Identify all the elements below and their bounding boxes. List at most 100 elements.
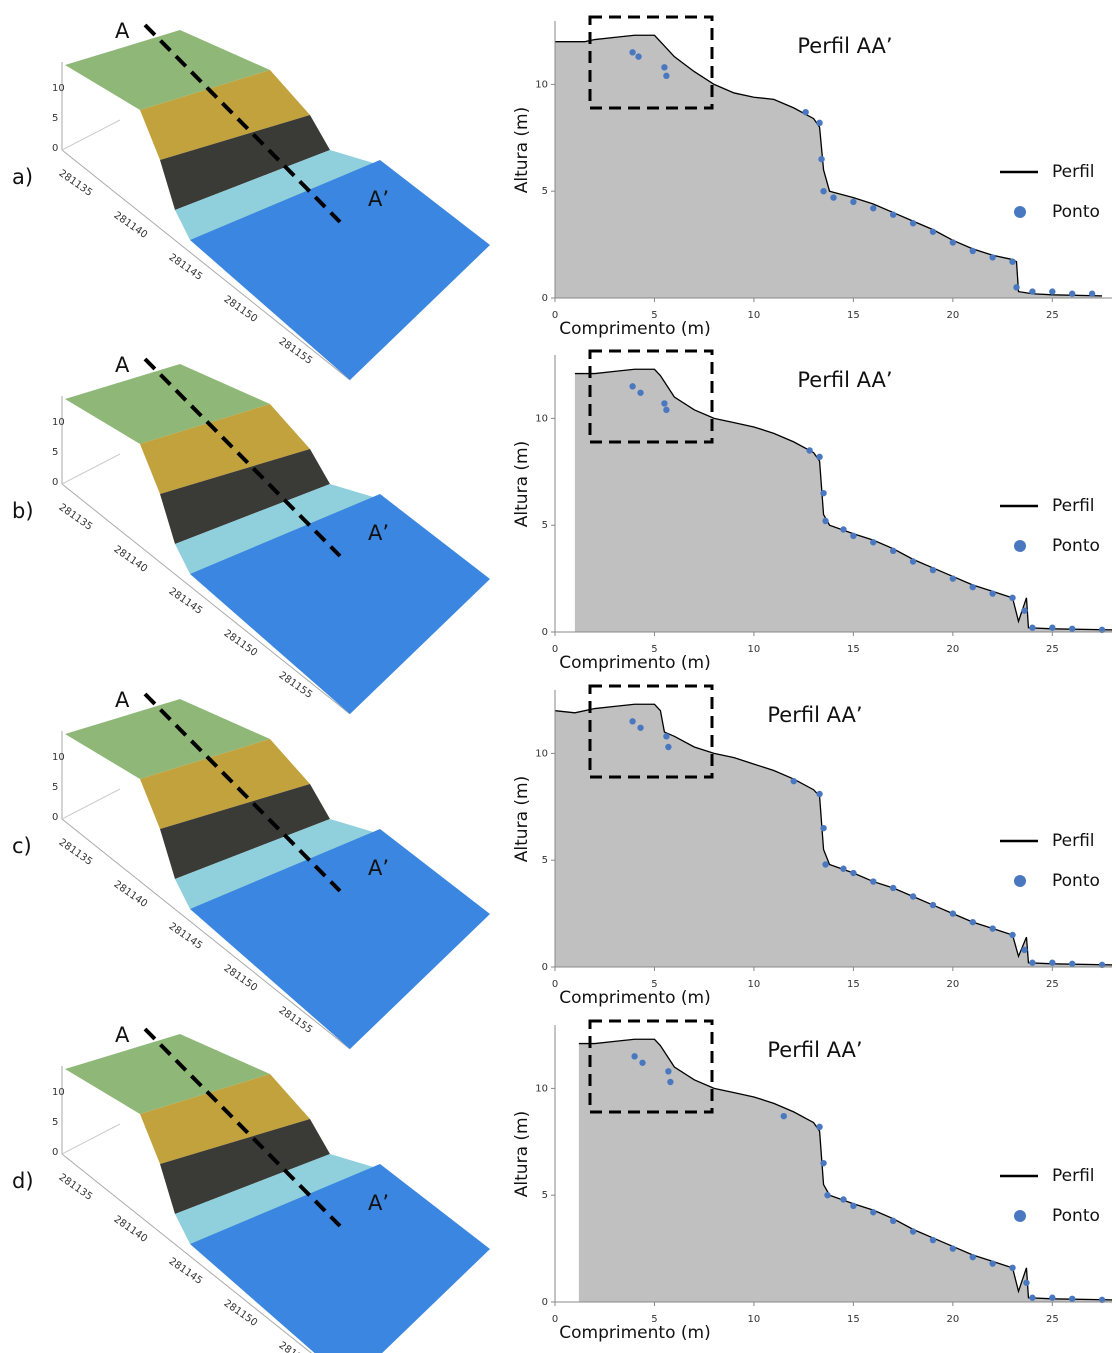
x-axis-title: Comprimento (m) [559,1323,710,1343]
legend-label: Ponto [1052,871,1100,891]
terrain-region [175,484,380,574]
x-tick-label: 5 [651,1314,657,1325]
y-tick-label: 0 [542,627,548,638]
x-tick-label: 10 [748,1314,761,1325]
point [830,194,837,201]
y-tick-label: 10 [535,748,548,759]
section-start: A [115,19,130,43]
terrain-tick-label: 10 [52,417,65,428]
x-tick-label: 0 [552,979,558,990]
point [889,884,897,892]
highlight-box [588,349,714,444]
point [663,733,670,740]
terrain-tick-label: 281145 [167,586,205,617]
point [780,1112,787,1120]
terrain-region [190,1164,490,1353]
terrain-tick-label: 281150 [222,628,260,659]
y-tick-label: 5 [542,1190,548,1201]
terrain-tick-label: 10 [52,1087,65,1098]
chart-title: Perfil AA’ [797,34,892,58]
point [637,724,644,731]
point [822,861,829,868]
point [949,239,957,246]
point [667,1078,674,1086]
area-fill [574,369,1112,632]
x-tick-label: 15 [847,1314,860,1325]
terrain-axis [61,788,121,820]
point [909,1228,917,1235]
legend-marker [1014,540,1026,552]
x-tick-label: 10 [748,310,761,321]
point [889,547,897,555]
point [1029,624,1036,631]
area-fill [555,704,1112,967]
terrain-region [65,1034,270,1114]
point [870,539,877,546]
y-tick-label: 0 [542,1297,548,1308]
point [816,1123,823,1131]
point [969,918,976,926]
point [1009,258,1016,265]
terrain-region [65,699,270,779]
point [929,901,937,909]
point [989,590,996,597]
point [929,1236,937,1244]
terrain-region [140,404,310,494]
point [1021,946,1028,954]
x-axis-title: Comprimento (m) [559,988,710,1008]
point [929,566,937,574]
point [1069,960,1076,967]
point [840,865,847,872]
terrain-region [140,70,310,160]
chart-title: Perfil AA’ [797,368,892,392]
terrain-tick-label: 10 [52,83,65,94]
point [1009,1264,1016,1272]
point [909,220,917,227]
x-tick-label: 20 [946,644,959,655]
terrain-tick-label: 0 [52,477,58,488]
highlight-box [588,1019,714,1114]
panel-label: c) [12,834,32,858]
y-tick-label: 0 [542,962,548,973]
terrain-tick-label: 281135 [57,168,95,199]
x-tick-label: 5 [651,310,657,321]
terrain-tick-label: 281135 [57,502,95,533]
point [969,1253,976,1261]
point [840,526,847,533]
y-axis-title: Altura (m) [512,776,532,862]
point [870,205,877,212]
panel-label: a) [12,165,33,189]
terrain-region [175,1154,380,1244]
x-tick-label: 5 [651,644,657,655]
point [824,1192,831,1199]
terrain-region [140,1074,310,1164]
point [629,49,636,56]
point [1013,284,1020,291]
x-tick-label: 25 [1046,644,1059,655]
x-tick-label: 0 [552,1314,558,1325]
point [840,1196,847,1203]
legend-marker [1014,875,1026,887]
chart-title: Perfil AA’ [767,1038,862,1062]
x-tick-label: 25 [1046,979,1059,990]
highlight-box [588,15,714,110]
point [850,869,857,877]
x-tick-label: 5 [651,979,657,990]
point [969,583,976,591]
area-fill [578,1039,1112,1302]
point [870,878,877,885]
point [631,1053,638,1060]
section-end: A’ [368,856,389,880]
point [889,1217,897,1225]
panel-label: d) [12,1169,34,1193]
point [949,575,957,582]
section-line [143,23,342,224]
legend-label: Ponto [1052,202,1100,222]
terrain-region [160,449,330,544]
point [889,211,897,218]
section-end: A’ [368,1191,389,1215]
terrain-tick-label: 281135 [57,837,95,868]
legend-label: Perfil [1052,1166,1095,1186]
